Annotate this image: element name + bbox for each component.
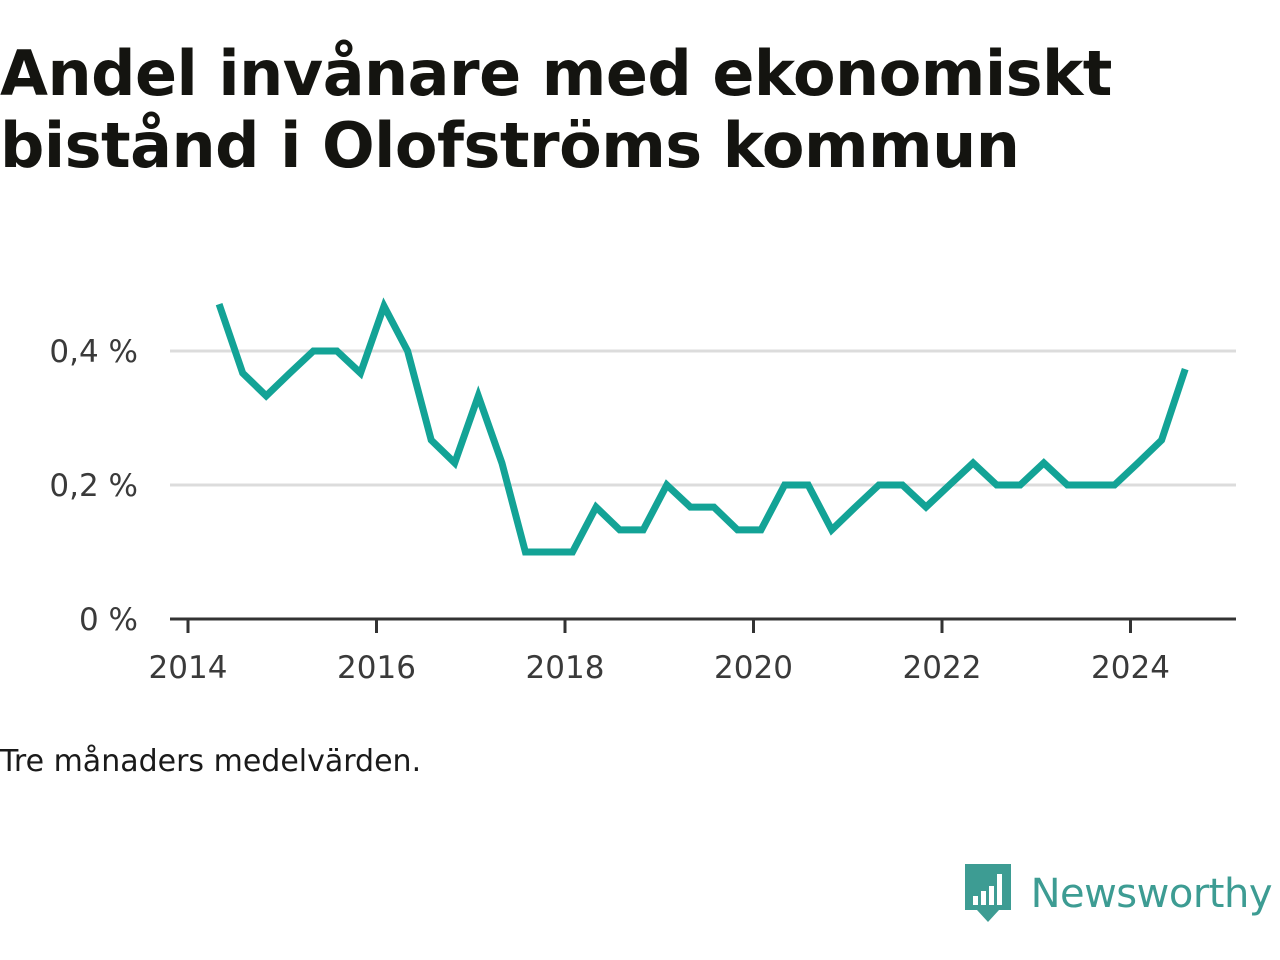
newsworthy-logo-icon: [964, 864, 1011, 922]
y-axis-ticks: 0 % 0,2 % 0,4 %: [49, 334, 138, 638]
y-tick-label: 0 %: [79, 602, 138, 638]
series: [215, 297, 1189, 556]
brand-logo: Newsworthy: [963, 862, 1273, 926]
footnote: Tre månaders medelvärden.: [0, 744, 422, 779]
y-tick-label: 0,4 %: [49, 334, 138, 370]
y-tick-label: 0,2 %: [49, 468, 138, 504]
grid-lines: [170, 349, 1236, 487]
x-tick-label: 2024: [1091, 650, 1170, 686]
brand-name: Newsworthy: [1030, 871, 1273, 917]
x-tick-label: 2016: [337, 650, 416, 686]
x-tick-label: 2018: [526, 650, 605, 686]
chart-title: Andel invånare med ekonomiskt bistånd i …: [0, 37, 1112, 182]
line-chart: 0 % 0,2 % 0,4 % 2014 2016 2018 2020 2022 2024: [49, 297, 1236, 686]
x-tick-label: 2022: [903, 650, 982, 686]
x-tick-label: 2020: [714, 650, 793, 686]
series-line: [215, 297, 1189, 556]
x-tick-label: 2014: [149, 650, 228, 686]
x-axis-ticks: 2014 2016 2018 2020 2022 2024: [149, 619, 1170, 686]
